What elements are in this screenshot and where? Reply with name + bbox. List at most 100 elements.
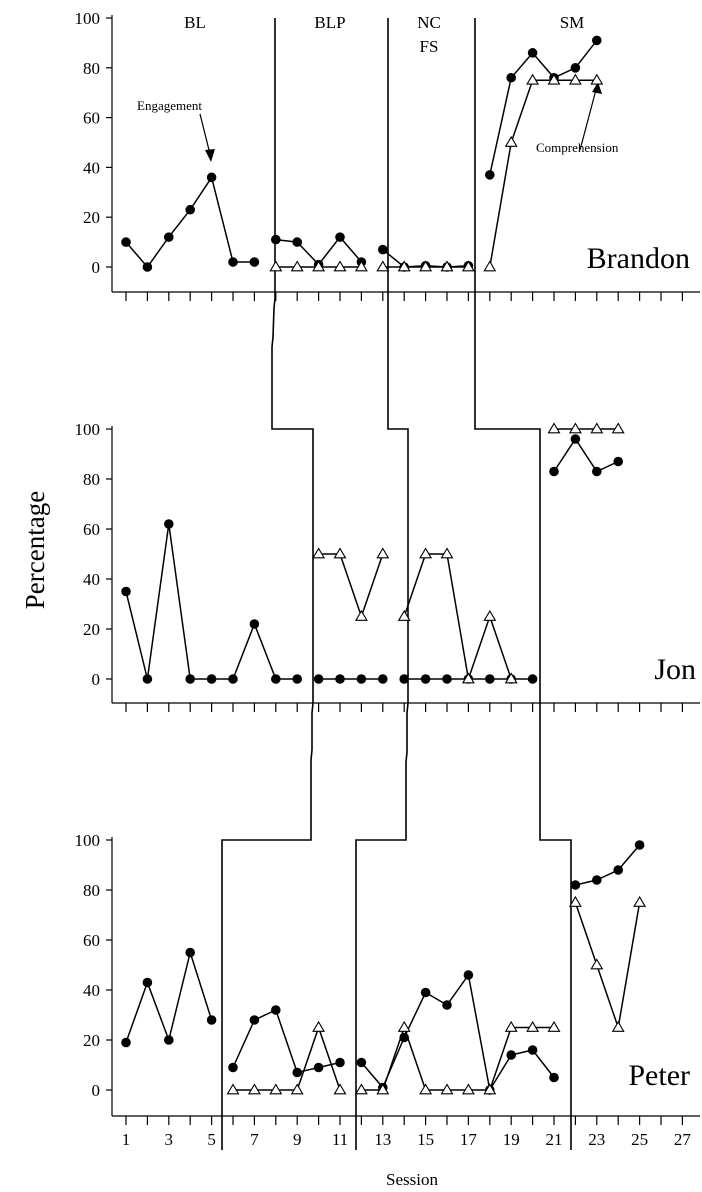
y-tick-label: 100	[75, 9, 101, 28]
comprehension-point	[483, 260, 497, 272]
x-tick-label: 11	[332, 1130, 348, 1149]
comprehension-point	[419, 547, 433, 559]
engagement-point	[121, 586, 131, 597]
comprehension-point	[526, 73, 540, 85]
comprehension-point	[269, 1083, 283, 1095]
y-tick-label: 20	[83, 208, 100, 227]
y-tick-label: 0	[92, 1081, 101, 1100]
engagement-point	[549, 466, 559, 477]
engagement-point	[356, 1057, 367, 1068]
engagement-point	[249, 1015, 260, 1025]
comprehension-point	[376, 260, 390, 272]
engagement-point	[442, 674, 452, 684]
comprehension-point	[568, 422, 582, 434]
comprehension-point	[483, 1083, 497, 1095]
y-tick-label: 40	[83, 570, 100, 589]
annotation-engagement: Engagement	[137, 98, 202, 113]
phase-label-bl: BL	[184, 13, 206, 32]
x-tick-label: 5	[207, 1130, 216, 1149]
x-tick-label: 27	[674, 1130, 692, 1149]
engagement-point	[249, 257, 260, 267]
engagement-point	[206, 674, 217, 684]
comprehension-point	[568, 895, 582, 907]
comprehension-point	[590, 73, 604, 85]
comprehension-point	[504, 672, 518, 684]
engagement-point	[228, 674, 238, 684]
engagement-line	[360, 973, 555, 1093]
comprehension-point	[333, 1083, 347, 1095]
engagement-point	[592, 35, 602, 46]
comprehension-point	[440, 1083, 454, 1095]
comprehension-point	[226, 1083, 240, 1095]
comprehension-point	[397, 609, 411, 621]
y-tick-label: 0	[92, 258, 101, 277]
panel-name-brandon: Brandon	[587, 242, 690, 275]
engagement-point	[378, 674, 388, 684]
y-tick-label: 40	[83, 158, 100, 177]
x-tick-label: 3	[165, 1130, 174, 1149]
y-tick-label: 60	[83, 520, 100, 539]
x-tick-label: 9	[293, 1130, 302, 1149]
engagement-point	[121, 1037, 131, 1048]
comprehension-point	[376, 547, 390, 559]
engagement-point	[570, 63, 581, 73]
x-tick-label: 19	[503, 1130, 520, 1149]
engagement-point	[506, 72, 516, 83]
engagement-point	[463, 970, 474, 980]
comprehension-point	[354, 260, 368, 272]
engagement-point	[335, 232, 345, 242]
engagement-point	[313, 1062, 324, 1073]
comprehension-point	[312, 1020, 326, 1032]
annotation-arrowhead-comprehension	[592, 82, 602, 94]
engagement-point	[570, 434, 581, 444]
comprehension-line	[361, 1025, 554, 1091]
y-tick-label: 100	[75, 831, 101, 850]
engagement-point	[420, 987, 431, 998]
comprehension-point	[611, 422, 625, 434]
engagement-line	[575, 844, 641, 886]
engagement-point	[206, 1015, 217, 1025]
engagement-point	[271, 234, 281, 245]
comprehension-point	[633, 895, 647, 907]
engagement-point	[185, 204, 195, 215]
comprehension-point	[440, 547, 454, 559]
comprehension-point	[526, 1020, 540, 1032]
comprehension-point	[590, 958, 604, 970]
engagement-point	[335, 674, 345, 684]
engagement-point	[378, 244, 388, 255]
comprehension-point	[247, 1083, 261, 1095]
engagement-point	[592, 466, 602, 477]
engagement-line	[125, 175, 255, 269]
comprehension-point	[419, 1083, 433, 1095]
comprehension-line	[574, 902, 641, 1028]
y-tick-label: 60	[83, 109, 100, 128]
phase-label-fs: FS	[420, 37, 439, 56]
y-axis-title: Percentage	[20, 491, 50, 609]
comprehension-point	[354, 1083, 368, 1095]
y-tick-label: 80	[83, 470, 100, 489]
comprehension-point	[504, 1020, 518, 1032]
engagement-point	[185, 947, 195, 958]
engagement-point	[228, 1062, 238, 1073]
engagement-point	[164, 519, 174, 529]
y-tick-label: 0	[92, 670, 101, 689]
engagement-point	[634, 840, 645, 850]
x-tick-label: 21	[546, 1130, 563, 1149]
comprehension-point	[461, 1083, 475, 1095]
comprehension-point	[312, 547, 326, 559]
engagement-point	[335, 1057, 345, 1068]
y-tick-label: 60	[83, 931, 100, 950]
y-tick-label: 40	[83, 981, 100, 1000]
engagement-point	[292, 674, 303, 684]
x-axis-title: Session	[386, 1170, 438, 1189]
x-tick-label: 1	[122, 1130, 131, 1149]
engagement-point	[527, 674, 538, 684]
x-tick-label: 15	[417, 1130, 434, 1149]
engagement-point	[185, 674, 195, 684]
comprehension-point	[547, 1020, 561, 1032]
engagement-point	[613, 456, 623, 467]
engagement-point	[142, 977, 153, 988]
phase-change-line	[221, 18, 314, 1150]
engagement-point	[549, 1072, 559, 1083]
